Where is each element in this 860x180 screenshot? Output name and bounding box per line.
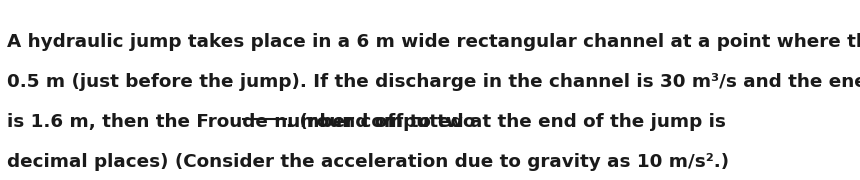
Text: . (round off to two: . (round off to two — [286, 113, 475, 131]
Text: 0.5 m (just before the jump). If the discharge in the channel is 30 m³/s and the: 0.5 m (just before the jump). If the dis… — [7, 73, 860, 91]
Text: decimal places) (Consider the acceleration due to gravity as 10 m/s².): decimal places) (Consider the accelerati… — [7, 153, 729, 171]
Text: A hydraulic jump takes place in a 6 m wide rectangular channel at a point where : A hydraulic jump takes place in a 6 m wi… — [7, 33, 860, 51]
Text: is 1.6 m, then the Froude number computed at the end of the jump is: is 1.6 m, then the Froude number compute… — [7, 113, 726, 131]
